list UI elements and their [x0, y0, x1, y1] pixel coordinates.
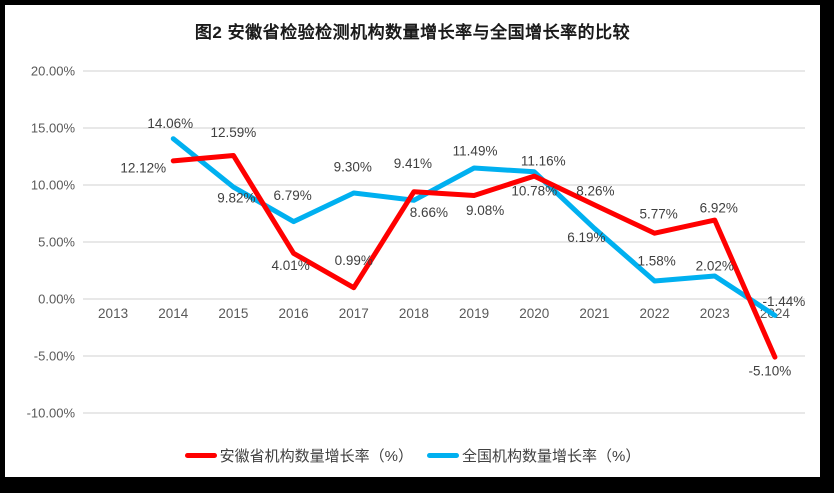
chart-frame: 图2 安徽省检验检测机构数量增长率与全国增长率的比较 20.00% 15.00% 1…	[5, 5, 820, 477]
y-tick-label: -10.00%	[27, 406, 76, 421]
data-label: 11.49%	[453, 144, 498, 159]
data-label: 10.78%	[511, 184, 557, 199]
data-label: 9.08%	[466, 203, 504, 218]
line-chart: 20.00% 15.00% 10.00% 5.00% 0.00% -5.00% -10.00…	[27, 64, 806, 421]
data-label: 9.41%	[394, 156, 432, 171]
data-label: -1.44%	[763, 294, 806, 309]
x-tick-label: 2021	[579, 306, 609, 321]
chart-legend: 安徽省机构数量增长率（%） 全国机构数量增长率（%）	[5, 445, 820, 466]
x-tick-label: 2018	[399, 306, 429, 321]
x-tick-label: 2015	[218, 306, 248, 321]
data-label: 6.79%	[273, 188, 311, 203]
x-tick-label: 2016	[279, 306, 309, 321]
data-label: 9.82%	[217, 191, 255, 206]
chart-title: 图2 安徽省检验检测机构数量增长率与全国增长率的比较	[194, 23, 631, 42]
x-tick-label: 2019	[459, 306, 489, 321]
data-label: 1.58%	[637, 253, 675, 268]
data-label: 8.66%	[410, 205, 448, 220]
series-line-national	[170, 136, 778, 318]
legend-label-anhui: 安徽省机构数量增长率（%）	[219, 448, 413, 465]
data-label: 9.30%	[334, 159, 372, 174]
y-tick-label: 15.00%	[31, 121, 76, 136]
data-label: -5.10%	[749, 364, 792, 379]
data-label: 6.19%	[567, 230, 605, 245]
x-tick-label: 2020	[519, 306, 549, 321]
y-tick-label: 5.00%	[38, 235, 75, 250]
data-label: 6.92%	[700, 201, 738, 216]
national-line-swatch	[427, 453, 459, 458]
y-tick-label: 10.00%	[31, 178, 76, 193]
data-label: 8.26%	[576, 183, 614, 198]
data-label: 14.06%	[147, 116, 193, 131]
y-tick-label: -5.00%	[34, 349, 76, 364]
x-tick-label: 2022	[640, 306, 670, 321]
x-tick-label: 2023	[700, 306, 730, 321]
anhui-line-swatch	[184, 453, 217, 458]
data-label: 12.59%	[211, 125, 257, 140]
data-label: 0.99%	[335, 253, 373, 268]
y-tick-label: 0.00%	[38, 292, 75, 307]
x-tick-label: 2014	[158, 306, 189, 321]
y-tick-label: 20.00%	[31, 64, 76, 79]
legend-item-anhui: 安徽省机构数量增长率（%）	[184, 445, 413, 466]
series-line-anhui	[170, 152, 778, 360]
data-label: 12.12%	[120, 160, 166, 175]
x-tick-label: 2017	[339, 306, 369, 321]
legend-label-national: 全国机构数量增长率（%）	[462, 448, 641, 465]
data-label: 2.02%	[696, 258, 734, 273]
data-label: 5.77%	[639, 207, 677, 222]
data-label: 4.01%	[271, 258, 309, 273]
x-tick-label: 2013	[98, 306, 128, 321]
data-label: 11.16%	[521, 153, 566, 168]
legend-item-national: 全国机构数量增长率（%）	[427, 445, 640, 466]
